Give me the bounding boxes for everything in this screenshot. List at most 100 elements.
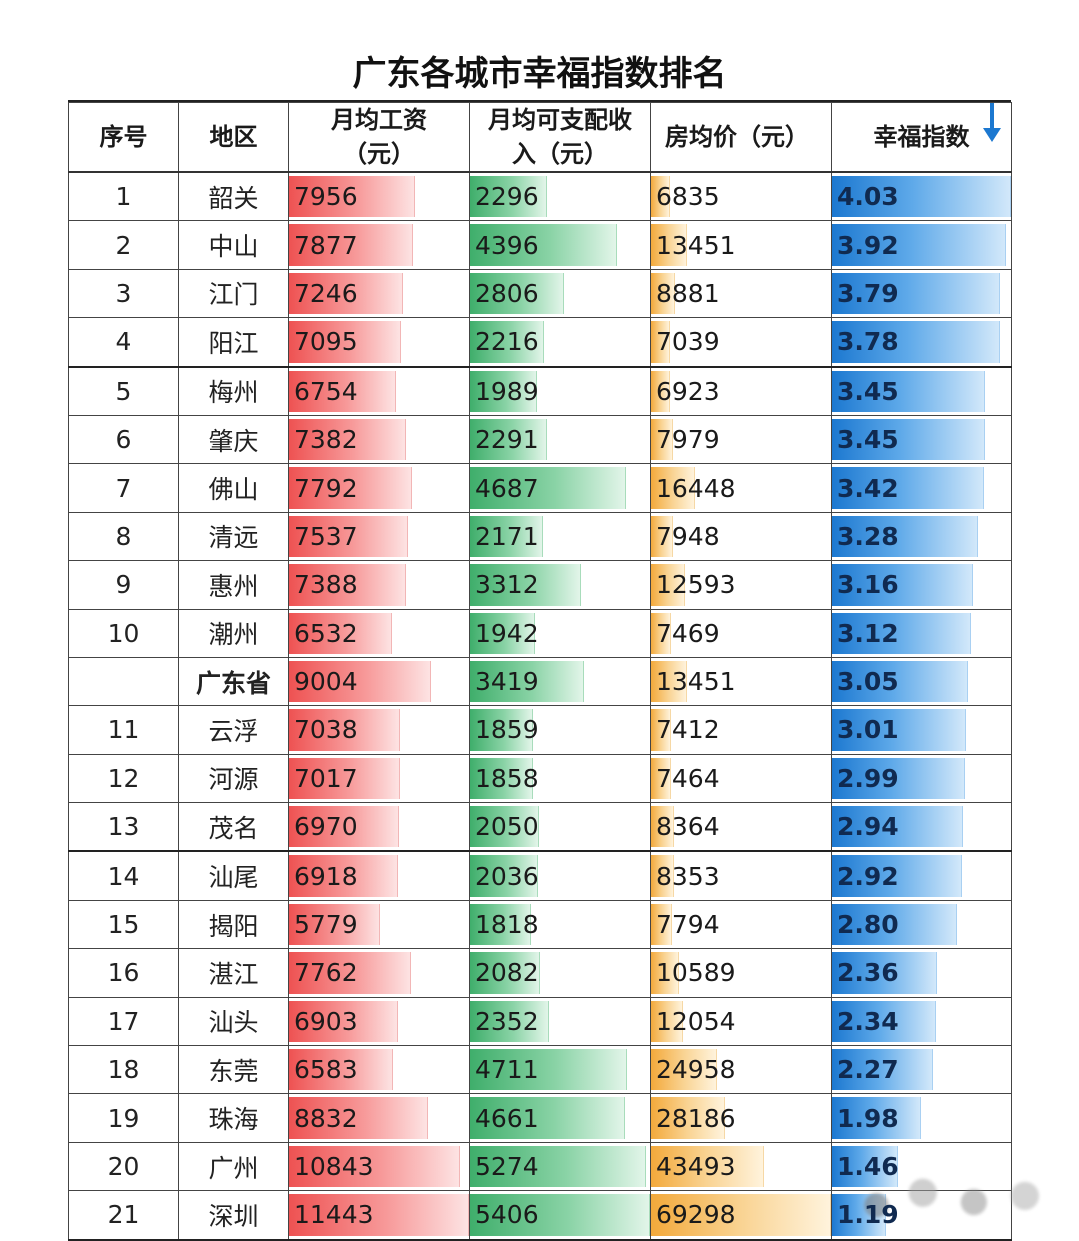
income-bar xyxy=(470,467,627,509)
wage-cell: 6583 xyxy=(288,1045,470,1095)
price-cell: 12054 xyxy=(650,996,832,1047)
region-cell: 梅州 xyxy=(178,365,289,416)
index-bar xyxy=(832,757,966,800)
header-index[interactable]: 幸福指数 xyxy=(831,102,1012,173)
index-value: 1.98 xyxy=(837,1103,899,1133)
rank-cell: 7 xyxy=(68,463,179,513)
wage-cell: 7388 xyxy=(288,560,470,610)
index-value: 2.92 xyxy=(837,861,899,891)
price-bar xyxy=(651,709,672,751)
table-header-row: 序号 地区 月均工资 （元） 月均可支配收 入（元） 房均价（元） 幸福指数 xyxy=(68,102,1012,173)
arrow-down-icon[interactable] xyxy=(977,103,1007,145)
income-bar xyxy=(470,903,532,946)
wage-value: 7095 xyxy=(294,327,358,357)
index-value: 2.34 xyxy=(837,1006,899,1036)
index-value: 3.12 xyxy=(837,618,899,648)
index-value: 2.36 xyxy=(837,958,899,988)
price-bar xyxy=(651,321,671,363)
price-value: 8353 xyxy=(656,861,720,891)
region-cell: 湛江 xyxy=(178,948,289,998)
index-cell: 3.28 xyxy=(831,511,1012,562)
income-bar xyxy=(470,1097,626,1139)
index-value: 3.05 xyxy=(837,667,899,697)
wage-cell: 11443 xyxy=(288,1190,470,1241)
region-cell: 江门 xyxy=(178,268,289,319)
header-region[interactable]: 地区 xyxy=(178,102,289,173)
price-value: 8364 xyxy=(656,812,720,842)
wage-value: 7388 xyxy=(294,570,358,600)
rank-cell: 1 xyxy=(68,171,179,222)
rank-cell: 8 xyxy=(68,511,179,562)
price-cell: 8364 xyxy=(650,802,832,852)
wage-value: 8832 xyxy=(294,1103,358,1133)
index-cell: 3.01 xyxy=(831,705,1012,755)
wage-value: 6918 xyxy=(294,861,358,891)
price-cell: 13451 xyxy=(650,656,832,707)
price-value: 7469 xyxy=(656,618,720,648)
wage-cell: 10843 xyxy=(288,1141,470,1192)
index-cell: 2.27 xyxy=(831,1045,1012,1095)
price-cell: 28186 xyxy=(650,1093,832,1143)
income-bar xyxy=(470,418,547,461)
index-bar xyxy=(832,224,1007,266)
price-bar xyxy=(651,564,685,606)
wage-cell: 6754 xyxy=(288,365,470,416)
income-value: 4687 xyxy=(475,473,539,503)
income-value: 1942 xyxy=(475,618,539,648)
price-value: 12593 xyxy=(656,570,736,600)
header-wage[interactable]: 月均工资 （元） xyxy=(288,102,470,173)
index-cell: 3.12 xyxy=(831,608,1012,658)
region-cell: 揭阳 xyxy=(178,899,289,950)
header-rank[interactable]: 序号 xyxy=(68,102,179,173)
header-wage-line2: （元） xyxy=(343,140,415,168)
price-value: 12054 xyxy=(656,1006,736,1036)
wage-cell: 6532 xyxy=(288,608,470,658)
income-value: 2082 xyxy=(475,958,539,988)
income-cell: 1989 xyxy=(469,365,651,416)
price-bar xyxy=(651,176,670,218)
index-bar xyxy=(832,612,971,654)
price-bar xyxy=(651,660,687,703)
wage-value: 10843 xyxy=(294,1152,374,1181)
rank-cell: 3 xyxy=(68,268,179,319)
price-bar xyxy=(651,855,674,897)
index-bar xyxy=(832,903,957,946)
header-price[interactable]: 房均价（元） xyxy=(650,102,832,173)
index-value: 1.46 xyxy=(837,1152,899,1181)
wage-value: 11443 xyxy=(294,1200,374,1230)
index-bar xyxy=(832,272,1001,315)
price-cell: 69298 xyxy=(650,1190,832,1241)
wage-value: 7038 xyxy=(294,715,358,745)
income-bar xyxy=(470,321,545,363)
header-income[interactable]: 月均可支配收 入（元） xyxy=(469,102,651,173)
income-value: 5406 xyxy=(475,1200,539,1230)
income-cell: 5406 xyxy=(469,1190,651,1241)
price-cell: 24958 xyxy=(650,1045,832,1095)
income-bar xyxy=(470,370,537,412)
index-bar xyxy=(832,564,973,606)
income-cell: 4396 xyxy=(469,220,651,270)
wage-value: 7792 xyxy=(294,473,358,503)
rank-cell: 12 xyxy=(68,753,179,804)
wage-bar xyxy=(289,1000,398,1043)
index-bar xyxy=(832,1000,937,1043)
price-cell: 8881 xyxy=(650,268,832,319)
income-cell: 4661 xyxy=(469,1093,651,1143)
wage-bar xyxy=(289,806,399,848)
index-value: 3.45 xyxy=(837,376,899,406)
price-cell: 6923 xyxy=(650,365,832,416)
index-bar xyxy=(832,176,1011,218)
wage-value: 7877 xyxy=(294,230,358,260)
rank-cell: 11 xyxy=(68,705,179,755)
index-bar xyxy=(832,1049,934,1091)
wage-value: 7017 xyxy=(294,763,358,793)
index-bar xyxy=(832,952,938,994)
wage-cell: 7792 xyxy=(288,463,470,513)
income-value: 3312 xyxy=(475,570,539,600)
price-cell: 7469 xyxy=(650,608,832,658)
income-value: 1989 xyxy=(475,376,539,406)
price-value: 13451 xyxy=(656,667,736,697)
wage-cell: 9004 xyxy=(288,656,470,707)
price-cell: 6835 xyxy=(650,171,832,222)
income-value: 1818 xyxy=(475,910,539,940)
